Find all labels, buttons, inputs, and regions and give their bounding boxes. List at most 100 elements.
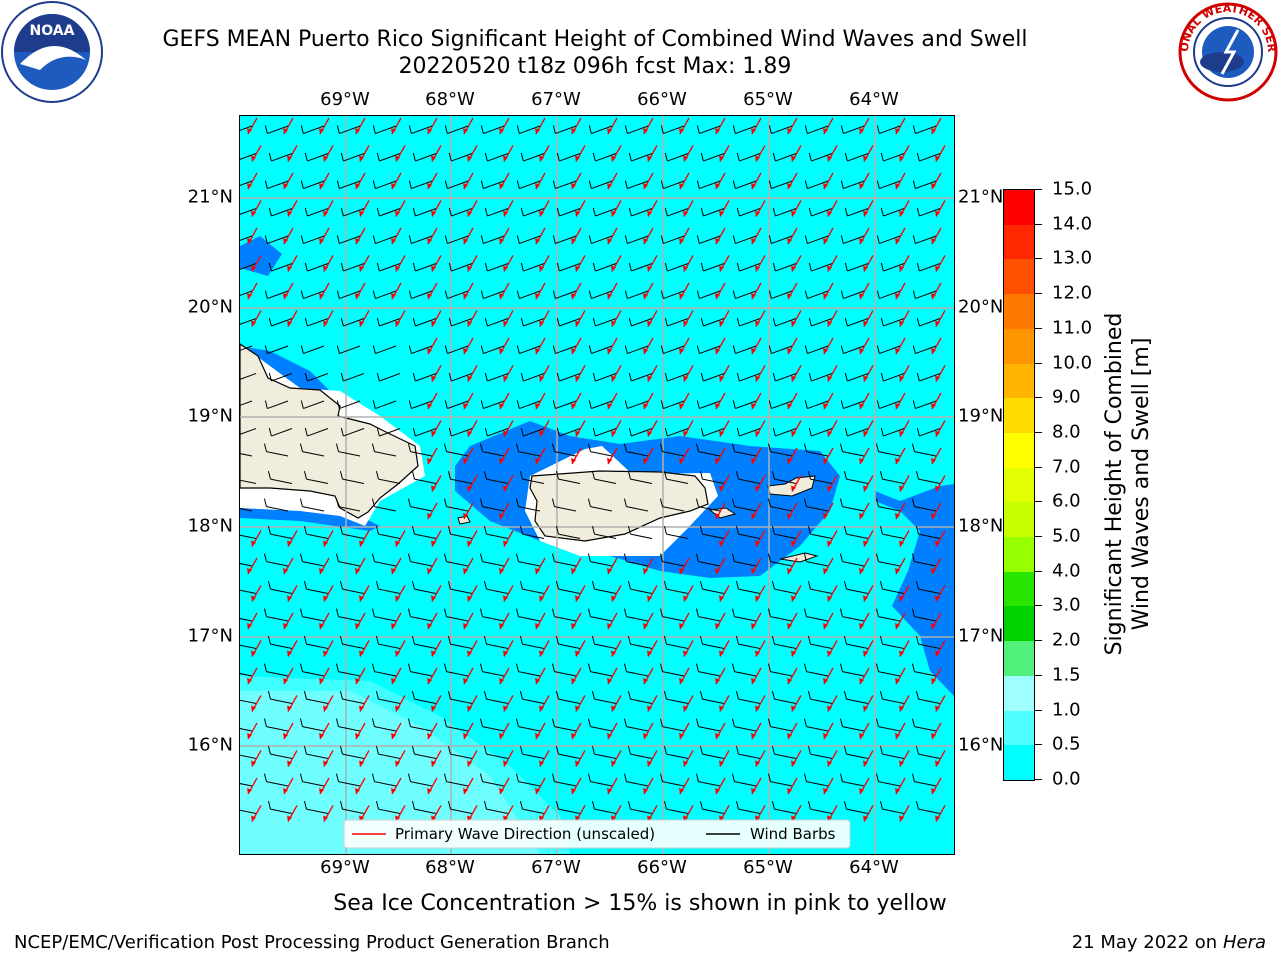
wind-barb: [807, 801, 833, 814]
wave-direction-arrow: [499, 117, 510, 135]
wave-direction-arrow: [643, 117, 654, 135]
wave-direction-arrow: [611, 750, 622, 767]
wind-barb: [844, 372, 869, 382]
wave-direction-arrow: [431, 640, 442, 657]
wind-barb: [519, 636, 545, 649]
wind-barb: [372, 345, 397, 355]
wind-barb: [304, 317, 329, 327]
wave-direction-arrow: [751, 557, 762, 575]
wind-barb: [808, 207, 833, 217]
wind-barb: [696, 345, 721, 355]
wave-direction-arrow: [535, 392, 546, 410]
wave-direction-arrow: [899, 255, 910, 272]
wave-direction-arrow: [431, 200, 442, 217]
wave-direction-arrow: [715, 172, 726, 190]
wave-direction-arrow: [823, 282, 834, 300]
wind-barb: [587, 443, 613, 457]
wave-direction-arrow: [719, 255, 730, 272]
wave-direction-arrow: [931, 667, 942, 685]
wave-direction-arrow: [359, 255, 370, 272]
wind-barb: [623, 553, 649, 567]
wind-barb: [335, 663, 361, 677]
wind-barb: [240, 618, 253, 622]
wave-direction-arrow: [859, 282, 870, 300]
wind-barb: [375, 801, 401, 814]
wind-barb: [804, 290, 829, 300]
wave-direction-arrow: [827, 695, 838, 712]
wind-barb: [592, 317, 617, 327]
wave-direction-arrow: [647, 695, 658, 712]
wind-barb: [771, 801, 797, 814]
wind-barb: [479, 608, 505, 622]
wind-barb: [664, 372, 689, 382]
wind-barb: [555, 581, 581, 594]
wind-barb: [587, 663, 613, 677]
wind-barb: [299, 773, 325, 787]
wave-direction-arrow: [431, 420, 442, 437]
wind-barb: [371, 663, 397, 677]
wind-barb: [732, 125, 757, 135]
wave-direction-arrow: [755, 200, 766, 217]
wave-direction-arrow: [755, 255, 766, 272]
wind-barb: [515, 498, 541, 512]
wind-barb: [804, 400, 829, 410]
wind-barb: [552, 125, 577, 135]
wave-direction-arrow: [899, 200, 910, 217]
wave-direction-arrow: [391, 117, 402, 135]
wind-barb: [875, 663, 901, 677]
wind-barb: [735, 581, 761, 594]
wave-direction-arrow: [859, 722, 870, 740]
wave-direction-arrow: [607, 722, 618, 740]
wave-direction-arrow: [355, 282, 366, 300]
colorbar-label-line2: Wind Waves and Swell [m]: [1129, 337, 1154, 631]
colorbar-tick-mark: [1034, 189, 1042, 190]
wind-barb: [479, 498, 505, 512]
wind-barb: [299, 608, 325, 622]
wave-direction-arrow: [791, 255, 802, 272]
wave-direction-arrow: [611, 420, 622, 437]
wave-direction-arrow: [319, 777, 330, 795]
wave-direction-arrow: [827, 640, 838, 657]
wind-barb: [479, 663, 505, 677]
wave-direction-arrow: [319, 612, 330, 630]
wave-direction-arrow: [463, 557, 474, 575]
wave-direction-arrow: [535, 447, 546, 465]
wind-barb: [628, 372, 653, 382]
wind-barb: [876, 345, 901, 355]
wind-barb: [839, 498, 865, 512]
wave-direction-arrow: [679, 667, 690, 685]
wind-barb: [803, 608, 829, 622]
wave-direction-arrow: [863, 310, 874, 327]
wind-barb: [267, 636, 293, 649]
wind-barb: [879, 636, 905, 649]
wind-barb: [372, 180, 397, 190]
wave-direction-arrow: [503, 365, 514, 382]
wind-barb: [240, 534, 257, 539]
wind-barb: [407, 443, 433, 457]
wind-barb: [587, 498, 613, 512]
wave-direction-arrow: [863, 640, 874, 657]
wave-direction-arrow: [535, 667, 546, 685]
colorbar-label-line1: Significant Height of Combined: [1102, 312, 1127, 656]
lon-tick-bottom: 68°W: [425, 857, 475, 878]
wave-direction-arrow: [751, 612, 762, 630]
wave-direction-arrow: [247, 667, 258, 685]
wave-direction-arrow: [571, 282, 582, 300]
wind-barb: [736, 207, 761, 217]
wind-barb: [735, 526, 761, 539]
wind-barb: [551, 718, 577, 732]
wind-barb: [240, 699, 257, 704]
wave-direction-arrow: [323, 585, 334, 602]
wave-direction-arrow: [679, 337, 690, 355]
wave-direction-arrow: [575, 200, 586, 217]
wave-direction-arrow: [791, 200, 802, 217]
wind-barb: [240, 373, 257, 380]
nws-logo: NATIONAL WEATHER SERVICE: [1176, 0, 1278, 102]
wind-barb: [407, 553, 433, 567]
wave-direction-arrow: [715, 447, 726, 465]
wave-direction-arrow: [287, 805, 298, 822]
wind-barb: [844, 262, 869, 272]
wind-barb: [664, 152, 689, 162]
wind-barb: [412, 262, 437, 272]
wave-direction-arrow: [863, 585, 874, 602]
